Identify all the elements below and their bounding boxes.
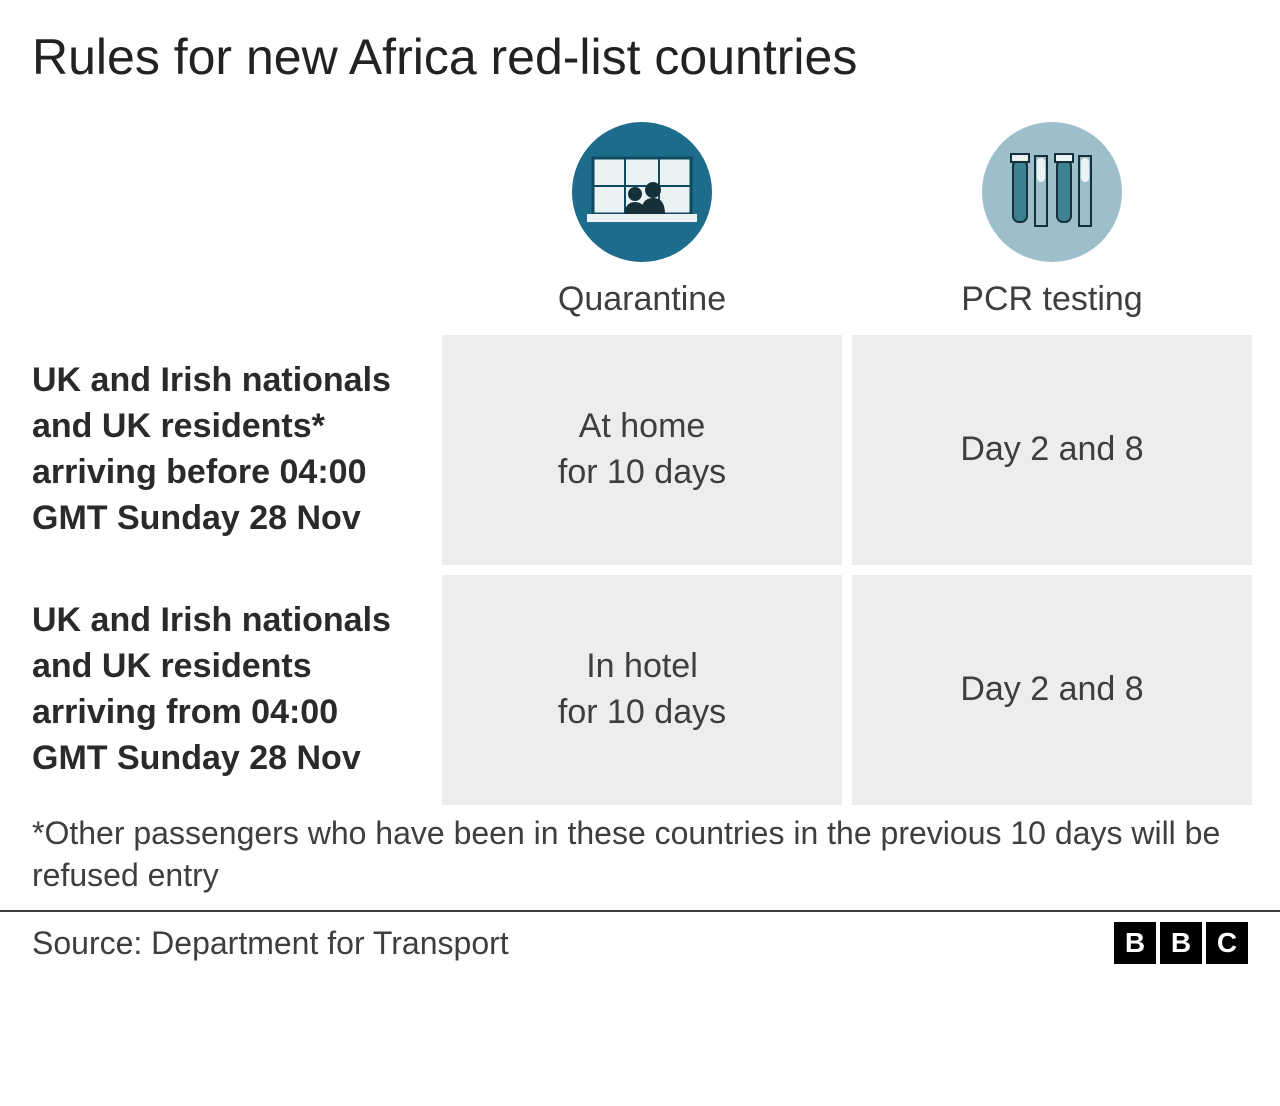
footer: Source: Department for Transport B B C [0, 912, 1280, 964]
bbc-logo-letter: B [1114, 922, 1156, 964]
footnote-text: *Other passengers who have been in these… [32, 813, 1248, 910]
bbc-logo-letter: C [1206, 922, 1248, 964]
column-header-pcr: PCR testing [852, 122, 1252, 325]
source-text: Source: Department for Transport [32, 925, 509, 962]
rules-table: Quarantine PCR test [32, 122, 1248, 805]
column-label-pcr: PCR testing [852, 280, 1252, 319]
row-header-before: UK and Irish nationals and UK residents*… [32, 335, 432, 565]
corner-spacer [32, 122, 432, 325]
column-label-quarantine: Quarantine [442, 280, 842, 319]
row-header-from: UK and Irish nationals and UK residents … [32, 575, 432, 805]
infographic-container: Rules for new Africa red-list countries [0, 0, 1280, 910]
bbc-logo: B B C [1114, 922, 1248, 964]
page-title: Rules for new Africa red-list countries [32, 28, 1248, 86]
cell-before-quarantine: At home for 10 days [442, 335, 842, 565]
cell-from-quarantine: In hotel for 10 days [442, 575, 842, 805]
column-header-quarantine: Quarantine [442, 122, 842, 325]
pcr-icon [982, 122, 1122, 262]
quarantine-icon [572, 122, 712, 262]
cell-from-pcr: Day 2 and 8 [852, 575, 1252, 805]
cell-before-pcr: Day 2 and 8 [852, 335, 1252, 565]
bbc-logo-letter: B [1160, 922, 1202, 964]
